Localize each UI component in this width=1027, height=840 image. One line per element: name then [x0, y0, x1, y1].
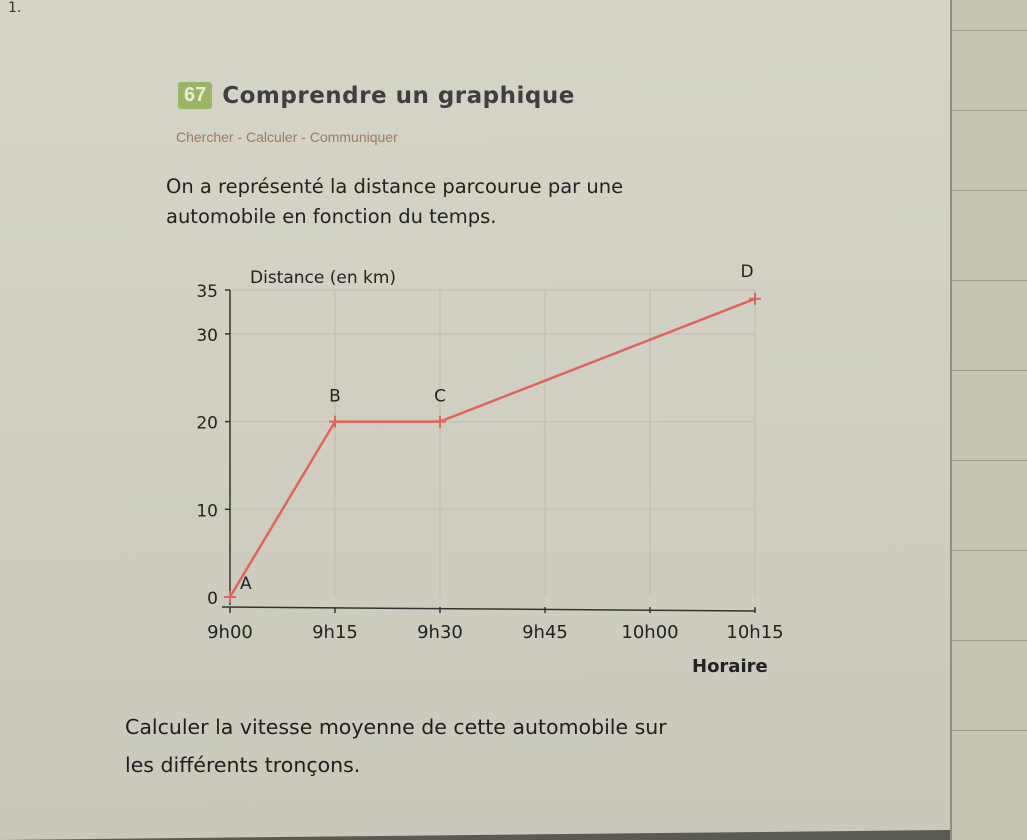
page-edge-line — [952, 460, 1027, 461]
point-label: C — [434, 387, 446, 407]
x-axis-ticks: 9h00 9h15 9h30 9h45 10h00 10h15 — [207, 607, 784, 643]
distance-time-chart: 0 10 20 30 35 9h00 9h15 9h30 9h45 10h00 10h15 A B C… — [196, 262, 784, 677]
point-marker — [329, 415, 341, 428]
page-edge-line — [952, 640, 1027, 641]
x-tick-label: 10h00 — [621, 622, 678, 643]
y-axis-label: Distance (en km) — [250, 268, 396, 288]
y-axis-ticks: 0 10 20 30 35 — [196, 282, 230, 609]
x-tick-label: 9h30 — [417, 622, 463, 643]
y-tick-label: 10 — [196, 501, 218, 521]
page-edge-line — [952, 370, 1027, 371]
point-marker — [749, 292, 761, 305]
question-line: Calculer la vitesse moyenne de cette aut… — [125, 715, 667, 739]
exercise-title: Comprendre un graphique — [222, 82, 575, 109]
page-edge-line — [952, 280, 1027, 281]
chart-points: A B C D — [224, 262, 761, 603]
intro-line: On a représenté la distance parcourue pa… — [166, 175, 624, 198]
x-axis-line — [221, 606, 756, 612]
intro-line: automobile en fonction du temps. — [166, 205, 497, 228]
y-tick-label: 20 — [196, 414, 218, 434]
skills-line: Chercher - Calculer - Communiquer — [176, 129, 398, 145]
x-tick-label: 9h15 — [312, 622, 358, 643]
exercise-header: 67 Comprendre un graphique — [178, 82, 575, 109]
x-tick-label: 10h15 — [726, 622, 783, 643]
chart-axes — [221, 290, 756, 612]
chart-grid — [230, 289, 756, 597]
point-label: B — [329, 387, 341, 407]
point-label: D — [740, 262, 753, 282]
point-marker — [434, 415, 446, 428]
page-edge-line — [952, 110, 1027, 111]
x-tick-label: 9h00 — [207, 622, 253, 643]
page-edge-line — [952, 550, 1027, 551]
exercise-intro: On a représenté la distance parcourue pa… — [166, 172, 846, 232]
x-tick-label: 9h45 — [522, 622, 568, 643]
corner-mark: 1. — [8, 0, 22, 16]
x-axis-label: Horaire — [692, 656, 768, 677]
chart-series — [228, 297, 756, 598]
series-line — [228, 297, 756, 598]
question-line: les différents tronçons. — [125, 753, 361, 777]
y-tick-label: 0 — [207, 589, 218, 609]
point-marker — [224, 591, 236, 603]
point-label: A — [240, 574, 252, 594]
page-edge-line — [952, 30, 1027, 31]
y-tick-label: 30 — [196, 326, 218, 346]
page-edge-line — [952, 190, 1027, 191]
adjacent-page-edge — [950, 0, 1027, 840]
exercise-number-badge: 67 — [178, 82, 213, 109]
exercise-question: Calculer la vitesse moyenne de cette aut… — [125, 708, 885, 784]
y-tick-label: 35 — [196, 282, 218, 302]
page-edge-line — [952, 730, 1027, 731]
